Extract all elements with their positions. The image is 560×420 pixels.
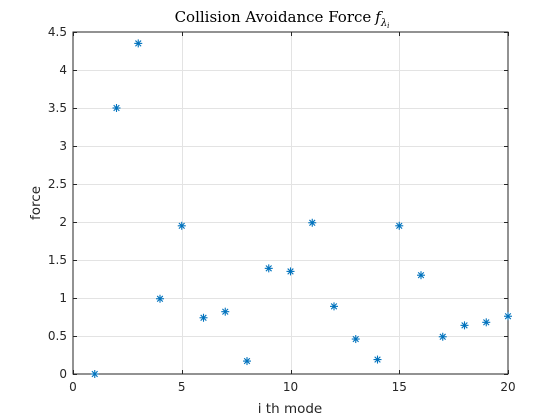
x-tick-label: 0: [69, 380, 77, 394]
y-axis-label: force: [28, 186, 44, 220]
data-point: [460, 321, 469, 330]
data-point: [177, 221, 186, 230]
data-point: [199, 313, 208, 322]
data-point: [134, 39, 143, 48]
data-point: [482, 318, 491, 327]
x-tick-label: 10: [283, 380, 298, 394]
data-point: [438, 332, 447, 341]
y-tick-label: 1: [59, 291, 67, 305]
chart-title-math-subsub: i: [387, 22, 389, 30]
data-point: [156, 294, 164, 303]
chart-title: Collision Avoidance Force fλi: [175, 8, 390, 30]
y-tick-label: 4.5: [48, 25, 67, 39]
chart-title-text: Collision Avoidance Force: [175, 8, 372, 26]
y-tick-label: 2: [59, 215, 67, 229]
plot-area: [73, 32, 508, 374]
data-point: [308, 218, 317, 227]
grid-lines: [73, 32, 508, 374]
y-tick-label: 4: [59, 63, 67, 77]
x-tick-label: 15: [392, 380, 407, 394]
y-tick-label: 3.5: [48, 101, 67, 115]
x-tick-label: 20: [500, 380, 515, 394]
axes-box: [72, 31, 509, 375]
data-point: [221, 307, 230, 316]
data-point: [504, 312, 512, 321]
data-markers: [90, 39, 512, 378]
data-point: [351, 335, 360, 344]
y-tick-label: 0: [59, 367, 67, 381]
y-tick-label: 2.5: [48, 177, 67, 191]
y-tick-labels: 0 0.5 1 1.5 2 2.5 3 3.5 4 4.5: [48, 25, 67, 381]
data-point: [286, 267, 295, 276]
x-tick-label: 5: [178, 380, 186, 394]
data-point: [395, 221, 404, 230]
data-point: [417, 271, 425, 280]
data-point: [90, 370, 99, 378]
data-point: [330, 302, 338, 311]
y-tick-label: 3: [59, 139, 67, 153]
data-point: [264, 264, 273, 273]
y-tick-label: 1.5: [48, 253, 67, 267]
data-point: [112, 104, 121, 112]
x-tick-labels: 0 5 10 15 20: [69, 380, 515, 394]
chart-title-math-base: f: [374, 8, 383, 26]
x-axis-label: i th mode: [258, 401, 322, 417]
data-point: [373, 355, 382, 364]
chart-title-math-sub: λ: [380, 18, 387, 29]
y-tick-label: 0.5: [48, 329, 67, 343]
data-point: [243, 357, 251, 366]
